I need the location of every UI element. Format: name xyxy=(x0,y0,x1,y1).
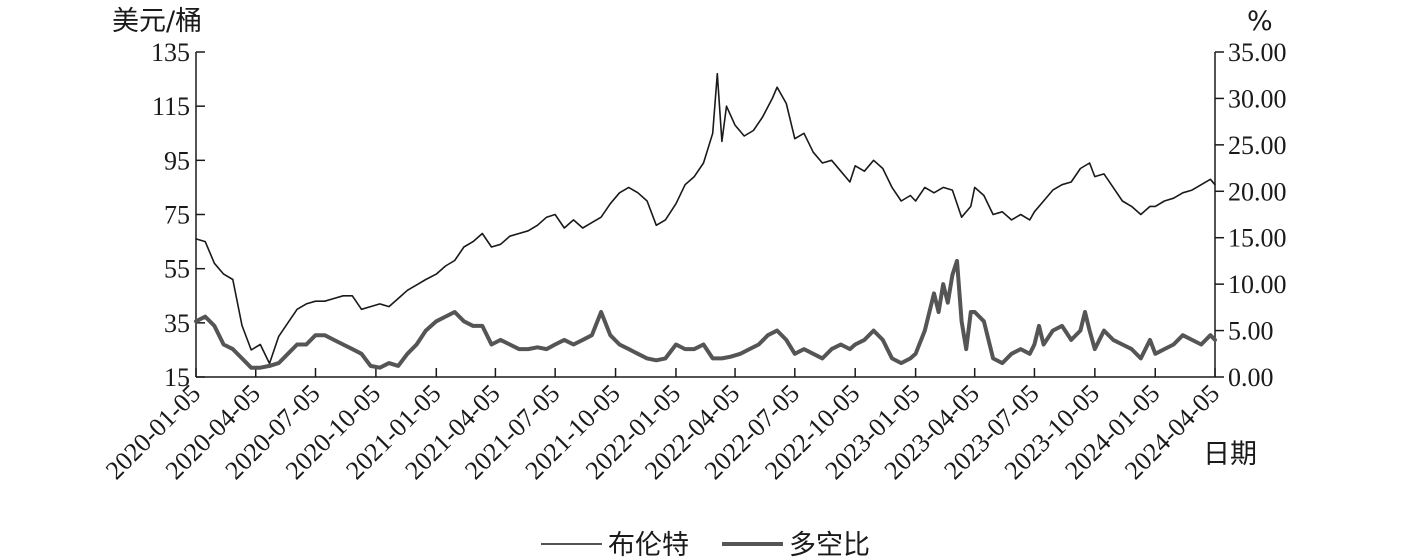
right-tick-label: 5.00 xyxy=(1228,317,1274,346)
left-tick-label: 15 xyxy=(164,363,190,392)
legend-label-brent: 布伦特 xyxy=(608,530,689,560)
right-tick-label: 30.00 xyxy=(1228,84,1287,113)
left-tick-label: 55 xyxy=(164,255,190,284)
right-axis-unit: % xyxy=(1247,6,1273,37)
left-axis-ticks: 15 35 55 75 95 115 135 xyxy=(151,38,205,392)
x-axis-title: 日期 xyxy=(1203,439,1257,470)
legend-label-ratio: 多空比 xyxy=(789,530,870,560)
right-tick-label: 35.00 xyxy=(1228,38,1287,67)
series-line-ratio xyxy=(194,258,1217,370)
right-tick-label: 15.00 xyxy=(1228,224,1287,253)
left-tick-label: 135 xyxy=(151,38,190,67)
left-tick-label: 95 xyxy=(164,146,190,175)
right-tick-label: 10.00 xyxy=(1228,270,1287,299)
legend: 布伦特 多空比 xyxy=(541,530,870,560)
right-tick-label: 20.00 xyxy=(1228,177,1287,206)
x-axis-ticks: 2020-01-052020-04-052020-07-052020-10-05… xyxy=(100,368,1225,485)
left-axis-unit: 美元/桶 xyxy=(112,6,202,37)
right-axis-ticks: 0.00 5.00 10.00 15.00 20.00 25.00 30.00 35.00 xyxy=(1215,38,1287,392)
left-tick-label: 115 xyxy=(152,92,190,121)
left-tick-label: 75 xyxy=(164,201,190,230)
series-layer xyxy=(194,72,1217,370)
left-tick-label: 35 xyxy=(164,309,190,338)
right-tick-label: 25.00 xyxy=(1228,131,1287,160)
right-tick-label: 0.00 xyxy=(1228,363,1274,392)
series-line-brent xyxy=(195,72,1216,365)
